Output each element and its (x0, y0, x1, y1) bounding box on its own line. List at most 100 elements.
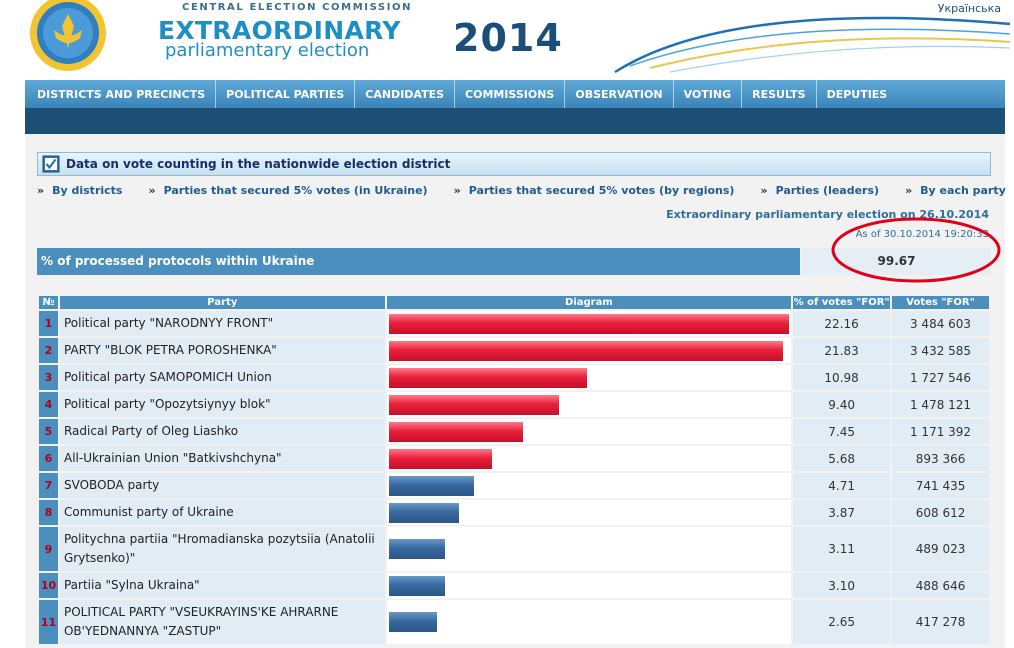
nav-item-candidates[interactable]: CANDIDATES (355, 80, 456, 108)
chevron-right-icon: » (37, 183, 45, 197)
processed-protocols-row: % of processed protocols within Ukraine … (37, 248, 991, 275)
nav-bar: DISTRICTS AND PRECINCTS POLITICAL PARTIE… (25, 80, 1005, 108)
vote-percent: 10.98 (793, 365, 891, 392)
diagram-cell (386, 600, 792, 646)
sub-nav-by-each-party[interactable]: » By each party (905, 183, 1006, 197)
diagram-cell (386, 473, 792, 500)
red-ellipse-annotation (831, 217, 1001, 283)
table-row: 5 Radical Party of Oleg Liashko 7.45 1 171 … (39, 419, 989, 446)
diagram-cell (386, 573, 792, 600)
nav-item-deputies[interactable]: DEPUTIES (826, 88, 888, 101)
header-diagram: Diagram (386, 296, 792, 311)
header-pct: % of votes "FOR" (793, 296, 891, 311)
vote-bar (388, 313, 789, 334)
nav-item-voting[interactable]: VOTING (674, 80, 743, 108)
election-year: 2014 (453, 16, 563, 60)
row-number: 11 (39, 600, 58, 646)
vote-bar (388, 367, 587, 388)
party-name: Political party "Opozytsiynyy blok" (59, 392, 385, 419)
table-row: 11 POLITICAL PARTY "VSEUKRAYINS'KE AHRARN… (39, 600, 989, 646)
table-row: 1 Political party "NARODNYY FRONT" 22.16 3 … (39, 311, 989, 338)
vote-count: 417 278 (892, 600, 989, 646)
table-row: 3 Political party SAMOPOMICH Union 10.98 1 … (39, 365, 989, 392)
vote-count: 3 432 585 (892, 338, 989, 365)
party-name: Partiia "Sylna Ukraina" (59, 573, 385, 600)
vote-count: 488 646 (892, 573, 989, 600)
diagram-cell (386, 419, 792, 446)
party-name: SVOBODA party (59, 473, 385, 500)
page-header: CENTRAL ELECTION COMMISSION EXTRAORDINAR… (0, 0, 1014, 80)
sub-navigation-bar (25, 108, 1005, 134)
row-number: 2 (39, 338, 58, 365)
row-number: 9 (39, 527, 58, 573)
election-title: EXTRAORDINARY (158, 16, 401, 45)
party-name: Radical Party of Oleg Liashko (59, 419, 385, 446)
chevron-right-icon: » (148, 183, 156, 197)
vote-percent: 9.40 (793, 392, 891, 419)
table-row: 10 Partiia "Sylna Ukraina" 3.10 488 646 (39, 573, 989, 600)
chevron-right-icon: » (905, 183, 913, 197)
row-number: 6 (39, 446, 58, 473)
party-name: PARTY "BLOK PETRA POROSHENKA" (59, 338, 385, 365)
vote-percent: 3.87 (793, 500, 891, 527)
nav-item-results[interactable]: RESULTS (742, 80, 817, 108)
sub-nav-parties-leaders[interactable]: » Parties (leaders) (760, 183, 880, 197)
vote-count: 893 366 (892, 446, 989, 473)
vote-percent: 5.68 (793, 446, 891, 473)
nav-item-districts-and-precincts[interactable]: DISTRICTS AND PRECINCTS (25, 80, 217, 108)
vote-bar (388, 539, 445, 559)
vote-bar (388, 340, 783, 361)
nav-item-observation[interactable]: OBSERVATION (565, 80, 674, 108)
sub-nav-parties-5pct-ukraine[interactable]: » Parties that secured 5% votes (in Ukrai… (148, 183, 428, 197)
row-number: 7 (39, 473, 58, 500)
sub-nav-parties-5pct-regions[interactable]: » Parties that secured 5% votes (by regio… (453, 183, 735, 197)
table-row: 4 Political party "Opozytsiynyy blok" 9.40… (39, 392, 989, 419)
chevron-right-icon: » (760, 183, 768, 197)
row-number: 3 (39, 365, 58, 392)
commission-name: CENTRAL ELECTION COMMISSION (182, 2, 413, 13)
results-body: 1 Political party "NARODNYY FRONT" 22.16 3 … (39, 311, 989, 646)
processed-protocols-label: % of processed protocols within Ukraine (37, 248, 800, 275)
section-header: Data on vote counting in the nationwide … (37, 152, 991, 176)
party-name: All-Ukrainian Union "Batkivshchyna" (59, 446, 385, 473)
row-number: 1 (39, 311, 58, 338)
diagram-cell (386, 365, 792, 392)
language-switch-link[interactable]: Українська (937, 2, 1001, 15)
sub-nav-by-districts[interactable]: » By districts (37, 183, 123, 197)
table-header-row: № Party Diagram % of votes "FOR" Votes "… (39, 296, 989, 311)
table-row: 7 SVOBODA party 4.71 741 435 (39, 473, 989, 500)
row-number: 5 (39, 419, 58, 446)
row-number: 10 (39, 573, 58, 600)
diagram-cell (386, 338, 792, 365)
cec-emblem-logo[interactable] (28, 0, 108, 74)
nav-item-commissions[interactable]: COMMISSIONS (455, 80, 566, 108)
diagram-cell (386, 500, 792, 527)
vote-bar (388, 502, 459, 523)
party-name: Political party "NARODNYY FRONT" (59, 311, 385, 338)
election-subtitle: parliamentary election (165, 40, 370, 61)
header-votes: Votes "FOR" (892, 296, 989, 311)
diagram-cell (386, 392, 792, 419)
diagram-cell (386, 446, 792, 473)
header-party: Party (59, 296, 385, 311)
vote-percent: 4.71 (793, 473, 891, 500)
vote-percent: 3.11 (793, 527, 891, 573)
timestamp-label: As of 30.10.2014 19:20:33 (855, 229, 989, 240)
vote-bar (388, 448, 492, 469)
party-name: Political party SAMOPOMICH Union (59, 365, 385, 392)
vote-count: 1 478 121 (892, 392, 989, 419)
vote-percent: 21.83 (793, 338, 891, 365)
results-sub-navigation: » By districts » Parties that secured 5% v… (37, 181, 1006, 199)
vote-count: 741 435 (892, 473, 989, 500)
main-content: Data on vote counting in the nationwide … (25, 134, 1006, 648)
table-row: 9 Politychna partiia "Hromadianska pozyts… (39, 527, 989, 573)
row-number: 8 (39, 500, 58, 527)
chevron-right-icon: » (453, 183, 461, 197)
party-name: Communist party of Ukraine (59, 500, 385, 527)
vote-bar (388, 421, 523, 442)
vote-percent: 22.16 (793, 311, 891, 338)
vote-count: 3 484 603 (892, 311, 989, 338)
section-title: Data on vote counting in the nationwide … (66, 157, 451, 171)
nav-item-political-parties[interactable]: POLITICAL PARTIES (216, 80, 356, 108)
checkbox-icon (42, 155, 60, 173)
